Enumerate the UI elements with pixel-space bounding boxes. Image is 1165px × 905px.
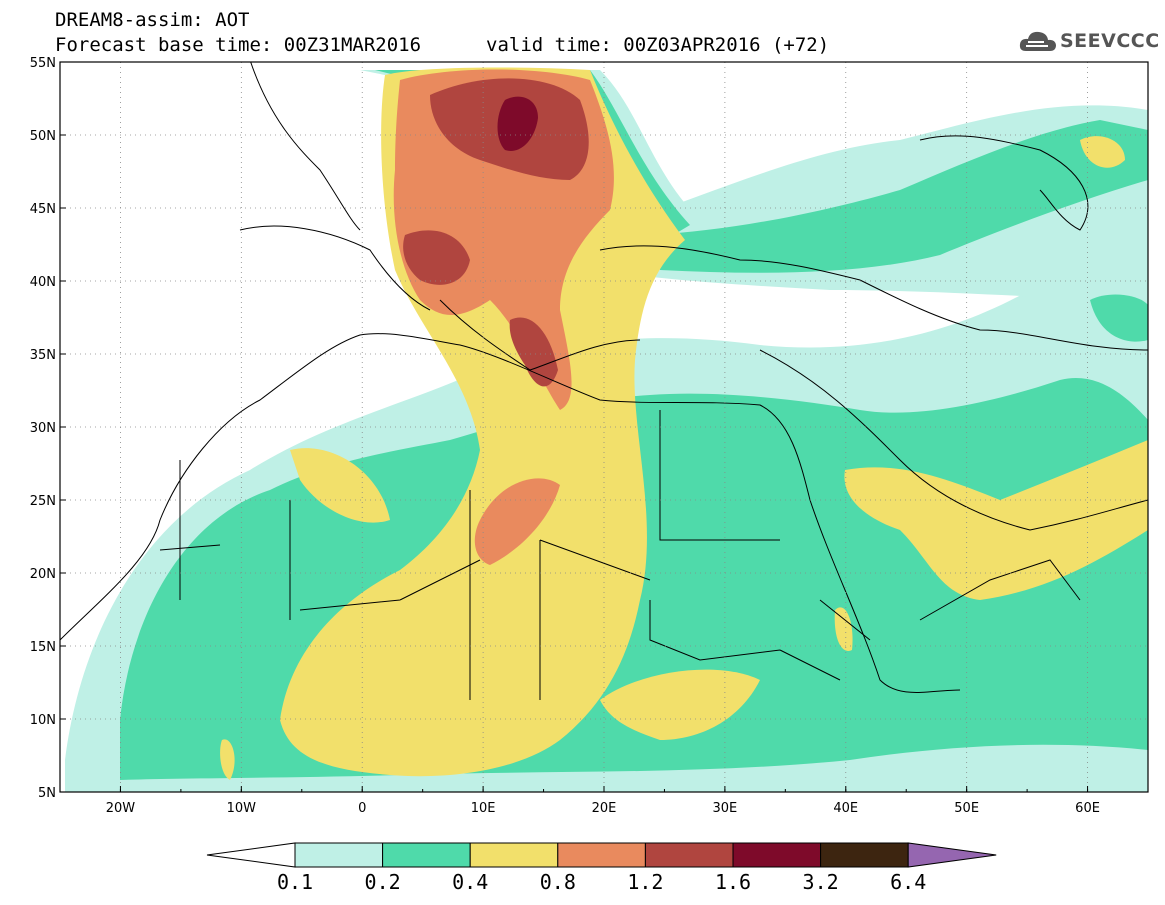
colorbar-label: 1.6	[714, 870, 752, 894]
lat-label: 50N	[30, 129, 56, 144]
colorbar-label: 0.2	[364, 870, 401, 894]
cloud-icon	[1019, 31, 1056, 51]
brand-name: SEEVCCC	[1060, 30, 1160, 52]
lon-labels: 20W 10W 0 10E 20E 30E 40E 50E 60E	[106, 801, 1100, 816]
lon-label: 50E	[954, 801, 979, 816]
colorbar-label: 3.2	[802, 870, 839, 894]
lon-label: 0	[358, 801, 366, 816]
axis-ticks	[59, 61, 1149, 793]
base-time-label: Forecast base time: 00Z31MAR2016	[55, 34, 422, 56]
colorbar-segment	[294, 842, 384, 868]
colorbar-segment	[557, 842, 646, 868]
lat-label: 35N	[30, 348, 56, 363]
graticule	[60, 62, 1148, 792]
lat-label: 45N	[30, 202, 56, 217]
colorbar-over-triangle	[907, 842, 997, 868]
brand-logo: SEEVCCC	[1018, 27, 1159, 55]
lon-label: 10E	[471, 801, 496, 816]
coastlines	[60, 62, 1148, 700]
lon-label: 30E	[713, 801, 738, 816]
colorbar-segment	[820, 842, 909, 868]
colorbar-segment	[382, 842, 471, 868]
lon-label: 20W	[106, 801, 136, 816]
lat-labels: 55N 50N 45N 40N 35N 30N 25N 20N 15N 10N 5N	[30, 56, 56, 801]
colorbar-label: 1.2	[627, 870, 664, 894]
colorbar-label: 0.1	[276, 870, 314, 894]
lon-label: 40E	[833, 801, 858, 816]
lon-label: 20E	[592, 801, 617, 816]
colorbar-segment	[732, 842, 822, 868]
aot-band-1.6	[497, 96, 538, 151]
lat-label: 5N	[38, 786, 56, 801]
lat-label: 55N	[30, 56, 56, 71]
colorbar-label: 6.4	[890, 870, 927, 894]
lat-label: 40N	[30, 275, 56, 290]
colorbar-segment	[469, 842, 559, 868]
colorbar	[206, 842, 997, 868]
aot-fields	[65, 67, 1148, 792]
lat-label: 30N	[30, 421, 56, 436]
valid-time-label: valid time: 00Z03APR2016 (+72)	[486, 34, 830, 56]
lat-label: 10N	[30, 713, 56, 728]
colorbar-label: 0.8	[539, 870, 576, 894]
colorbar-segment	[644, 842, 734, 868]
colorbar-under-triangle	[206, 842, 296, 868]
lon-label: 60E	[1075, 801, 1100, 816]
lat-label: 20N	[30, 567, 56, 582]
lat-label: 15N	[30, 640, 56, 655]
chart-title: DREAM8-assim: AOT	[55, 9, 250, 31]
lat-label: 25N	[30, 494, 56, 509]
colorbar-label: 0.4	[452, 870, 489, 894]
lon-label: 10W	[227, 801, 257, 816]
